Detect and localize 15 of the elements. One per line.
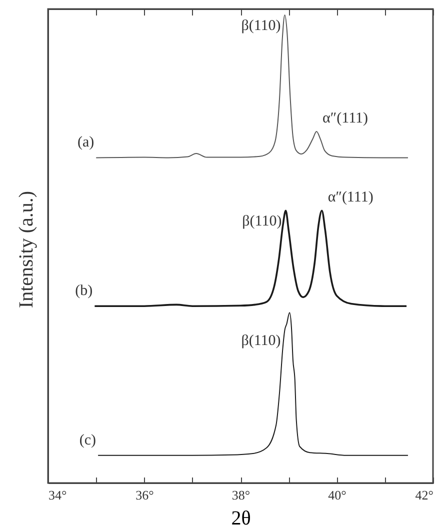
x-tick-label: 38° [232, 488, 250, 502]
x-tick-label: 40° [328, 488, 346, 502]
x-tick-label: 34° [48, 488, 67, 502]
x-tick-label: 42° [415, 488, 434, 502]
series-label: (a) [77, 134, 94, 151]
x-axis-title: 2θ [231, 508, 251, 530]
annotation: α″(111) [322, 110, 368, 127]
annotation: β(110) [241, 332, 281, 349]
series-label: (b) [75, 283, 93, 300]
annotation: β(110) [242, 214, 282, 230]
series-label: (c) [79, 432, 96, 448]
x-tick-label: 36° [136, 488, 154, 502]
annotation: β(110) [241, 18, 281, 34]
y-axis-title: Intensity (a.u.) [16, 190, 38, 308]
annotation: α″(111) [328, 190, 374, 206]
